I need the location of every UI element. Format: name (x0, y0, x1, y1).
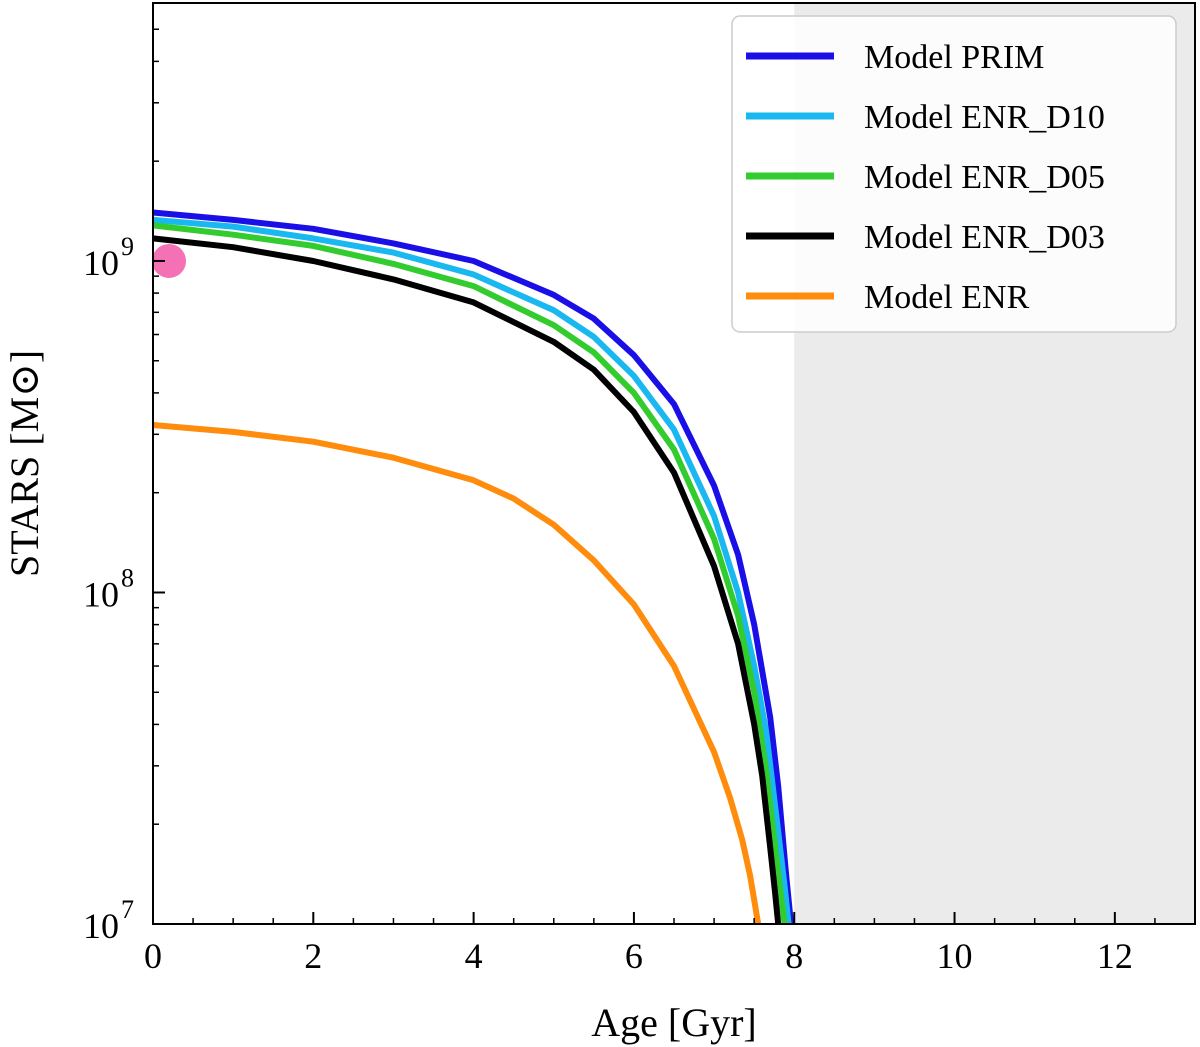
series-line-model-enr-d05 (152, 222, 788, 925)
series-line-model-enr-d03 (152, 235, 782, 925)
x-tick-label: 6 (625, 936, 643, 976)
y-tick-exponent: 8 (121, 563, 134, 592)
legend-box (731, 15, 1177, 333)
x-tick-label: 2 (304, 936, 322, 976)
data-point-observation (152, 243, 187, 278)
series-line-model-enr (152, 422, 762, 925)
x-tick-label: 0 (144, 936, 162, 976)
legend-label: Model ENR (864, 279, 1030, 316)
legend: Model PRIM Model ENR_D10 Model ENR_D05 Mode… (731, 15, 1177, 333)
series-layer (152, 209, 794, 925)
x-axis-label: Age [Gyr] (591, 1000, 757, 1045)
legend-label: Model ENR_D10 (864, 99, 1105, 136)
y-tick-exponent: 7 (121, 895, 134, 924)
x-tick-label: 4 (465, 936, 483, 976)
y-tick-exponent: 9 (121, 232, 134, 261)
x-axis-ticks: 0 2 4 6 8 10 12 (144, 912, 1156, 976)
marker-layer (152, 243, 187, 278)
legend-label: Model ENR_D05 (864, 159, 1105, 196)
y-tick-label: 10 (83, 243, 119, 283)
legend-label: Model ENR_D03 (864, 219, 1105, 256)
x-tick-label: 12 (1097, 936, 1133, 976)
legend-label: Model PRIM (864, 39, 1044, 76)
x-tick-label: 10 (937, 936, 973, 976)
y-tick-label: 10 (83, 906, 119, 946)
x-tick-label: 8 (785, 936, 803, 976)
y-axis-label: STARS [M⊙] (2, 350, 47, 577)
series-line-model-enr-d10 (152, 216, 792, 925)
series-line-model-prim (152, 209, 794, 925)
y-tick-label: 10 (83, 574, 119, 614)
